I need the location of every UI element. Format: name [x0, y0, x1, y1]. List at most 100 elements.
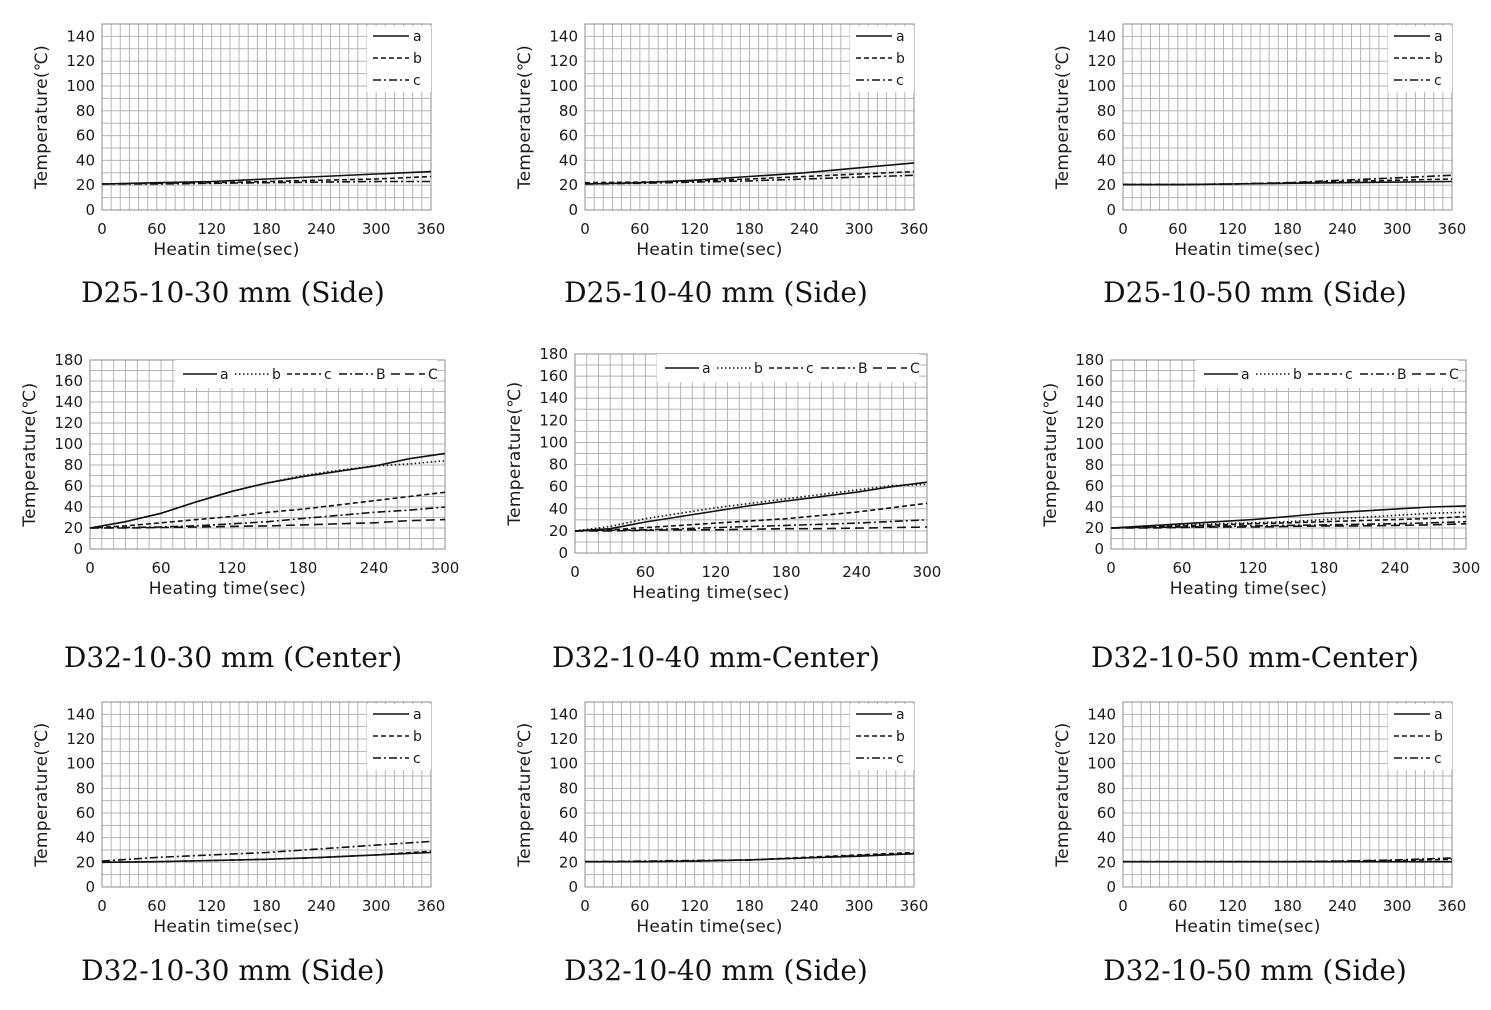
x-tick-label: 60 [630, 220, 649, 238]
chart-caption: D32-10-40 mm (Side) [564, 954, 868, 987]
series-line-a [1110, 505, 1467, 529]
x-tick-label: 120 [197, 897, 226, 915]
series-line-c [1123, 174, 1453, 186]
x-tick-label: 0 [85, 559, 95, 577]
x-tick-label: 180 [735, 220, 764, 238]
legend-label: a [220, 367, 229, 383]
series-line-b [101, 175, 432, 185]
series-line-b [1110, 511, 1467, 529]
series-line-b [584, 170, 915, 184]
y-axis-title: Temperature(℃) [1053, 722, 1073, 867]
y-tick-label: 0 [568, 201, 578, 219]
y-tick-label: 80 [1097, 779, 1116, 797]
x-axis-title: Heating time(sec) [1170, 579, 1327, 599]
x-axis-title: Heatin time(sec) [153, 240, 299, 260]
x-tick-label: 300 [845, 897, 874, 915]
y-axis-title: Temperature(℃) [20, 382, 40, 527]
chart-caption: D32-10-40 mm-Center) [552, 641, 880, 674]
chart-caption: D32-10-50 mm-Center) [1091, 641, 1419, 674]
legend-box [1388, 26, 1452, 92]
series-line-c [584, 174, 915, 185]
chart-caption: D25-10-40 mm (Side) [564, 276, 868, 309]
chart-panel: 0 20 40 60 80 100 120 140 0 60 120 180 240 300 360 Heat… [1053, 701, 1466, 987]
y-tick-label: 40 [1097, 829, 1116, 847]
x-tick-label: 120 [1218, 897, 1247, 915]
y-tick-label: 120 [66, 52, 95, 70]
y-tick-label: 60 [64, 477, 83, 495]
legend-label: a [896, 707, 905, 723]
x-tick-label: 0 [570, 563, 580, 581]
y-tick-label: 40 [64, 498, 83, 516]
y-axis-title: Temperature(℃) [515, 722, 535, 867]
y-tick-label: 140 [66, 705, 95, 723]
y-tick-label: 20 [559, 853, 578, 871]
x-axis-title: Heating time(sec) [632, 583, 789, 603]
legend-label: a [413, 707, 422, 723]
x-tick-label: 180 [1273, 220, 1302, 238]
y-tick-label: 140 [1087, 27, 1116, 45]
series-line-a [574, 481, 928, 532]
y-tick-label: 100 [549, 77, 578, 95]
series-line-c [1110, 515, 1467, 529]
y-tick-label: 20 [549, 522, 568, 540]
x-tick-label: 240 [1328, 220, 1357, 238]
chart-caption: D32-10-30 mm (Center) [64, 641, 402, 674]
legend-box [1388, 704, 1452, 770]
legend-label: b [1434, 729, 1443, 745]
x-tick-label: 0 [97, 220, 107, 238]
x-tick-label: 0 [1118, 897, 1128, 915]
x-tick-label: 0 [1106, 559, 1116, 577]
y-tick-label: 120 [54, 414, 83, 432]
x-axis-title: Heatin time(sec) [1174, 240, 1320, 260]
y-tick-label: 140 [66, 27, 95, 45]
x-tick-label: 120 [1239, 559, 1268, 577]
legend-label: b [754, 361, 763, 377]
x-axis-title: Heatin time(sec) [636, 917, 782, 937]
y-tick-label: 20 [1085, 519, 1104, 537]
x-tick-label: 360 [900, 220, 929, 238]
series-line-c [1123, 857, 1453, 863]
x-tick-label: 60 [1168, 220, 1187, 238]
legend-label: C [910, 361, 920, 377]
y-axis-title: Temperature(℃) [505, 381, 525, 526]
x-tick-label: 300 [431, 559, 460, 577]
y-tick-label: 20 [64, 519, 83, 537]
y-tick-label: 0 [85, 201, 95, 219]
x-tick-label: 240 [307, 897, 336, 915]
chart-panel: 0 20 40 60 80 100 120 140 160 180 0 60 120 180 240 300 H… [20, 351, 459, 674]
chart-panel: 0 20 40 60 80 100 120 140 0 60 120 180 240 300 360 Heat… [32, 23, 445, 309]
y-tick-label: 140 [549, 705, 578, 723]
legend-label: a [702, 361, 711, 377]
y-tick-label: 80 [76, 779, 95, 797]
legend-box [367, 704, 431, 770]
x-tick-label: 0 [97, 897, 107, 915]
y-tick-label: 140 [1087, 705, 1116, 723]
legend-label: c [806, 361, 814, 377]
y-tick-label: 120 [1087, 52, 1116, 70]
x-tick-label: 300 [1383, 220, 1412, 238]
legend-label: a [1434, 29, 1443, 45]
y-tick-label: 40 [549, 500, 568, 518]
legend-label: B [858, 361, 868, 377]
y-tick-label: 140 [539, 389, 568, 407]
series-line-b [101, 850, 432, 864]
y-tick-label: 120 [549, 730, 578, 748]
y-tick-label: 60 [549, 478, 568, 496]
x-axis-title: Heatin time(sec) [636, 240, 782, 260]
y-tick-label: 60 [559, 127, 578, 145]
y-tick-label: 40 [76, 151, 95, 169]
series-line-c [584, 852, 915, 863]
x-tick-label: 0 [580, 897, 590, 915]
y-tick-label: 60 [559, 804, 578, 822]
legend-label: C [428, 367, 438, 383]
x-axis-title: Heatin time(sec) [1174, 917, 1320, 937]
y-tick-label: 100 [539, 433, 568, 451]
plot-frame [1122, 701, 1453, 888]
y-axis-title: Temperature(℃) [32, 45, 52, 190]
x-tick-label: 240 [842, 563, 871, 581]
y-tick-label: 80 [76, 102, 95, 120]
chart-caption: D32-10-30 mm (Side) [81, 954, 385, 987]
y-tick-label: 120 [549, 52, 578, 70]
y-tick-label: 20 [1097, 176, 1116, 194]
